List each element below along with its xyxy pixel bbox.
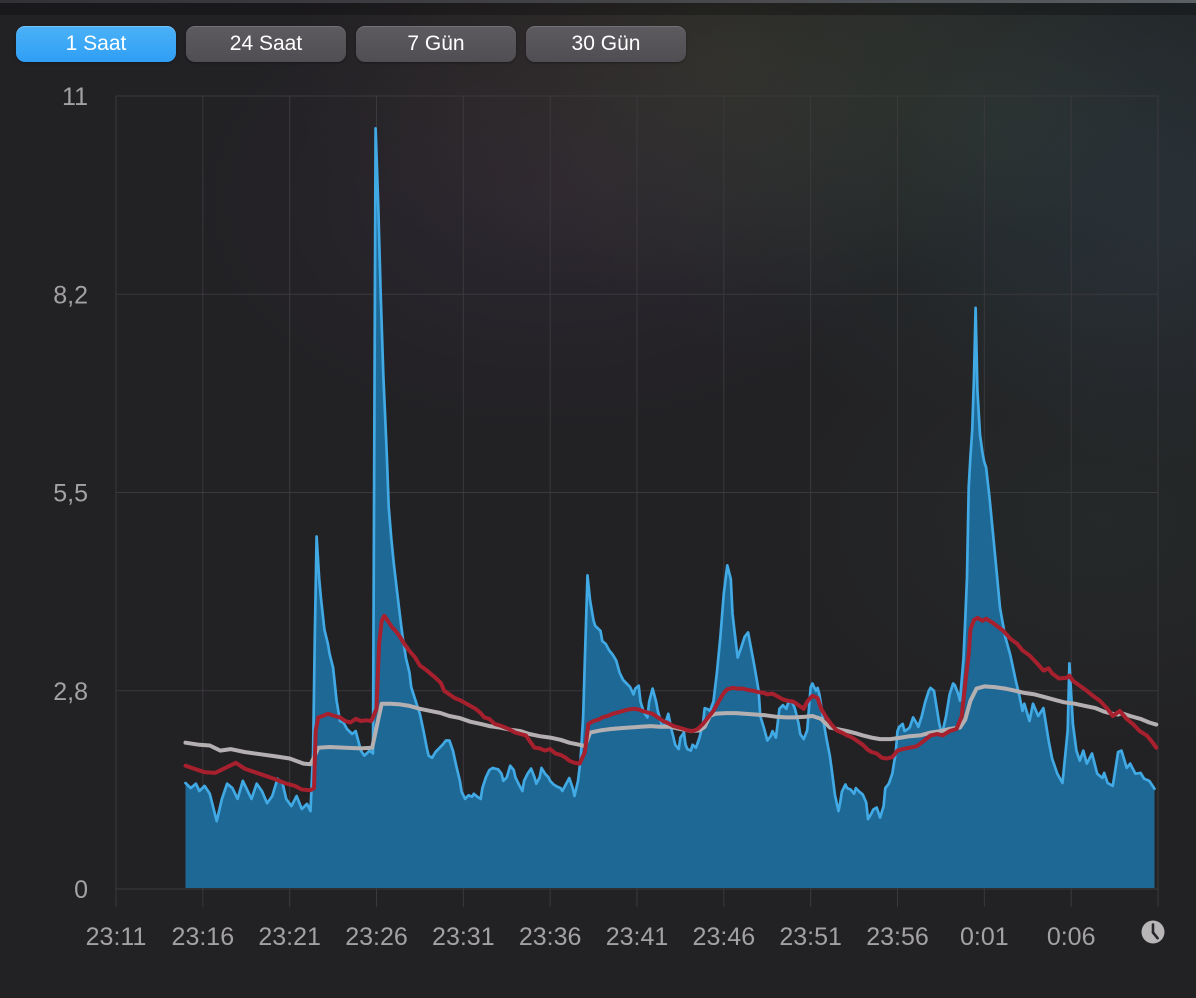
y-axis-tick-label: 2,8 [53,678,88,706]
time-range-button-1-saat[interactable]: 1 Saat [16,26,176,62]
y-axis-tick-label: 11 [62,83,88,111]
time-range-button-30-gun[interactable]: 30 Gün [526,26,686,62]
clock-icon[interactable] [1141,920,1165,944]
blue-area-series-fill [185,128,1155,888]
x-axis-tick-label: 23:16 [172,923,235,951]
y-axis-tick-label: 0 [74,876,88,904]
y-axis-tick-label: 5,5 [53,480,88,508]
time-range-button-7-gun[interactable]: 7 Gün [356,26,516,62]
x-axis-tick-label: 23:21 [258,923,321,951]
time-range-button-24-saat[interactable]: 24 Saat [186,26,346,62]
x-axis-tick-label: 23:36 [519,923,582,951]
x-axis-tick-label: 23:56 [866,923,929,951]
x-axis-tick-label: 0:06 [1047,923,1096,951]
x-axis-tick-label: 23:46 [693,923,756,951]
time-range-segmented-control: 1 Saat 24 Saat 7 Gün 30 Gün [16,26,686,62]
blue-area-series [184,127,1156,823]
window-top-edge-highlight [0,0,1196,3]
x-axis-tick-label: 23:26 [345,923,408,951]
gray-line-series [183,684,1159,767]
x-axis-tick-label: 0:01 [960,923,1009,951]
window-top-shade [0,3,1196,15]
y-axis-tick-label: 8,2 [53,281,88,309]
x-axis-tick-label: 23:11 [86,923,147,951]
x-axis-tick-label: 23:31 [432,923,495,951]
x-axis-tick-label: 23:51 [779,923,842,951]
x-axis-tick-label: 23:41 [606,923,669,951]
red-line-series [183,613,1159,793]
